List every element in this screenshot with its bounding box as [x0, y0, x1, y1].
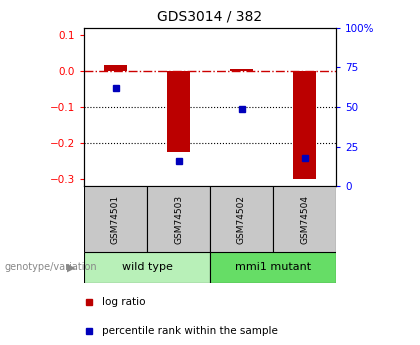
- Bar: [168, 71, 189, 152]
- Text: mmi1 mutant: mmi1 mutant: [235, 263, 311, 272]
- Bar: [105, 66, 126, 71]
- Bar: [147, 186, 210, 252]
- Bar: [210, 252, 336, 283]
- Text: wild type: wild type: [121, 263, 173, 272]
- Text: genotype/variation: genotype/variation: [4, 263, 97, 272]
- Text: log ratio: log ratio: [102, 297, 145, 307]
- Text: GSM74501: GSM74501: [111, 195, 120, 244]
- Bar: [84, 186, 147, 252]
- Bar: [273, 186, 336, 252]
- Bar: [231, 69, 252, 71]
- Title: GDS3014 / 382: GDS3014 / 382: [158, 10, 262, 24]
- Text: GSM74502: GSM74502: [237, 195, 246, 244]
- Bar: [84, 252, 210, 283]
- Text: ▶: ▶: [67, 263, 76, 272]
- Bar: [210, 186, 273, 252]
- Text: GSM74503: GSM74503: [174, 195, 183, 244]
- Bar: [294, 71, 315, 179]
- Text: percentile rank within the sample: percentile rank within the sample: [102, 326, 278, 335]
- Text: GSM74504: GSM74504: [300, 195, 309, 244]
